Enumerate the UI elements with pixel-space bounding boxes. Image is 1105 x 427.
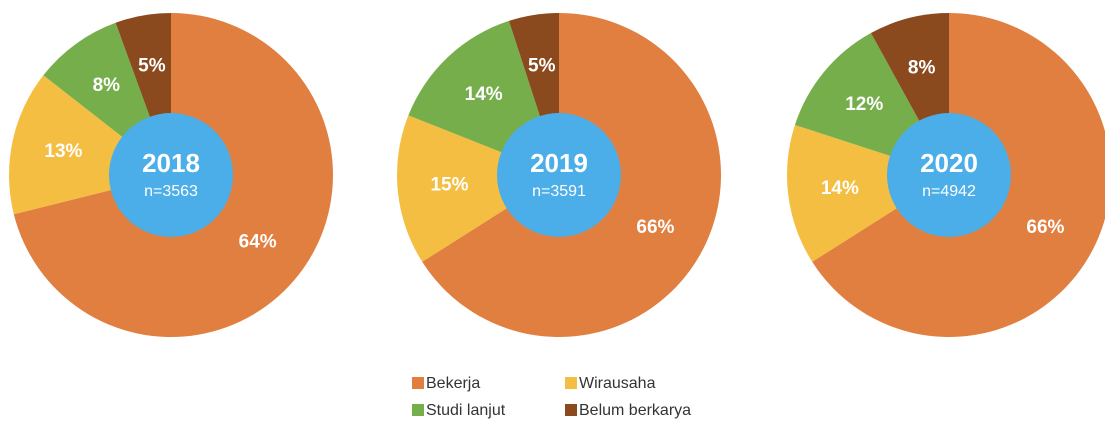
data-label: 8% [93,75,121,96]
data-label: 12% [845,94,883,115]
pie-slice [397,115,559,262]
pie-slice [787,124,949,262]
data-label: 5% [528,55,556,76]
legend-swatch [412,404,424,416]
legend-label: Belum berkarya [579,402,691,419]
chart-title: 2018 [142,148,200,178]
data-label: 13% [44,141,82,162]
data-label: 5% [138,56,166,77]
legend-swatch [565,404,577,416]
chart-subtitle: n=3591 [532,183,586,200]
data-label: 15% [430,174,468,195]
data-label: 66% [1026,217,1064,238]
data-label: 64% [239,232,277,253]
chart-subtitle: n=3563 [144,183,198,200]
data-label: 66% [636,217,674,238]
legend-label: Bekerja [426,375,480,392]
legend-swatch [412,377,424,389]
legend-label: Wirausaha [579,375,656,392]
chart-title: 2019 [530,148,588,178]
data-label: 8% [908,57,936,78]
center-circle [887,113,1011,237]
chart-subtitle: n=4942 [922,183,976,200]
data-label: 14% [821,178,859,199]
data-label: 14% [465,84,503,105]
legend-swatch [565,377,577,389]
center-circle [497,113,621,237]
legend-label: Studi lanjut [426,402,506,419]
center-circle [109,113,233,237]
chart-title: 2020 [920,148,978,178]
